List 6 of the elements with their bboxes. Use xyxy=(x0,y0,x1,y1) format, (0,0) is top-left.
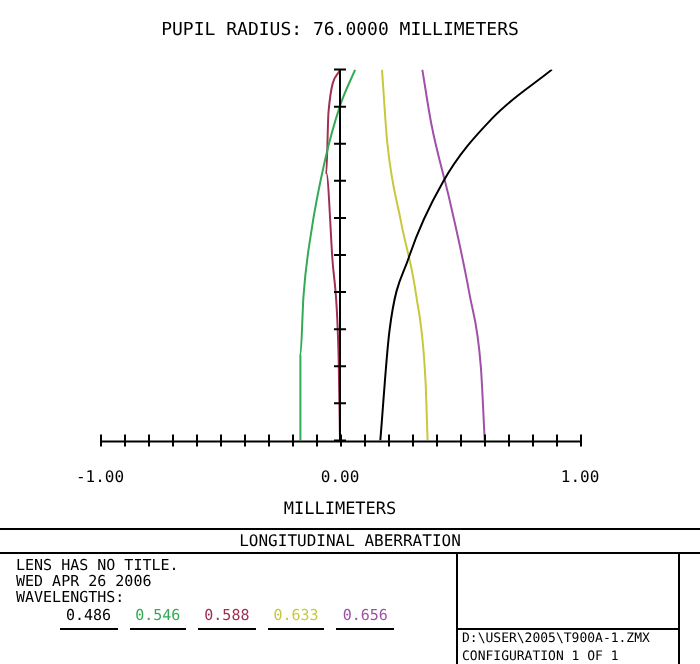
x-tick-label: 0.00 xyxy=(320,468,360,487)
x-tick-label: -1.00 xyxy=(75,468,125,487)
chart-title: PUPIL RADIUS: 76.0000 MILLIMETERS xyxy=(161,21,519,42)
x-tick-label: 1.00 xyxy=(560,468,600,487)
text: LONGITUDINAL ABERRATION xyxy=(0,530,700,554)
x-axis-title: MILLIMETERS xyxy=(283,500,397,521)
